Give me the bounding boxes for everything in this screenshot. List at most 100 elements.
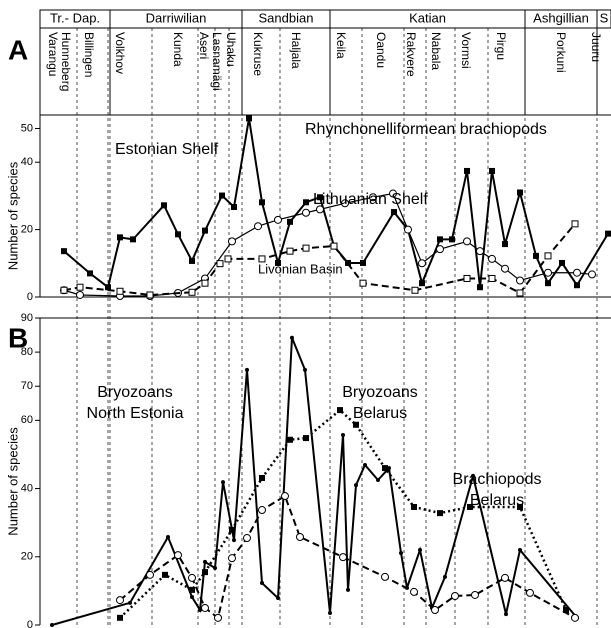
y-tick-label: 20 xyxy=(21,551,33,563)
marker xyxy=(203,559,207,564)
marker xyxy=(303,435,309,442)
marker xyxy=(117,614,123,621)
marker xyxy=(360,259,366,266)
marker xyxy=(87,270,93,277)
marker xyxy=(488,254,496,263)
marker xyxy=(501,264,509,273)
series-label: Bryozoans xyxy=(97,384,173,401)
regional-stage-label: Kunda xyxy=(171,32,185,67)
marker xyxy=(544,252,552,260)
marker xyxy=(354,483,358,488)
marker xyxy=(146,291,154,299)
marker xyxy=(376,478,380,483)
stage-label: Tr.- Dap. xyxy=(50,10,100,25)
y-axis-label: Number of species xyxy=(5,427,20,536)
marker xyxy=(517,189,523,196)
marker xyxy=(61,248,67,255)
marker xyxy=(526,588,534,597)
regional-stage-label: Nabala xyxy=(429,32,443,70)
marker xyxy=(287,436,293,443)
marker xyxy=(202,227,208,234)
series-line xyxy=(63,223,576,296)
marker xyxy=(411,503,417,510)
marker xyxy=(296,532,304,541)
marker xyxy=(189,586,195,593)
marker xyxy=(437,510,443,517)
marker xyxy=(166,534,170,539)
marker xyxy=(341,199,349,208)
y-axis-label: Number of species xyxy=(5,161,20,270)
marker xyxy=(501,573,509,582)
regional-stage-label: Kukruse xyxy=(251,32,265,76)
marker xyxy=(130,236,136,243)
marker xyxy=(290,335,294,340)
regional-stage-label: Juuru xyxy=(589,32,603,62)
marker xyxy=(274,215,282,224)
marker xyxy=(516,276,524,285)
series-label: Belarus xyxy=(353,405,407,422)
marker xyxy=(162,571,168,578)
marker xyxy=(353,421,359,428)
marker xyxy=(287,218,293,225)
marker xyxy=(339,553,347,562)
y-tick-label: 60 xyxy=(21,414,33,426)
marker xyxy=(201,603,209,612)
marker xyxy=(463,274,471,282)
y-tick-label: 0 xyxy=(27,619,33,628)
marker xyxy=(410,587,418,596)
marker xyxy=(451,592,459,601)
marker xyxy=(443,574,447,579)
marker xyxy=(419,280,425,287)
marker xyxy=(116,596,124,605)
marker xyxy=(330,242,338,250)
marker xyxy=(60,286,68,294)
marker xyxy=(369,193,377,202)
marker xyxy=(50,623,54,627)
marker xyxy=(574,282,580,289)
marker xyxy=(275,259,281,266)
marker xyxy=(174,551,182,560)
panel-title: Rhynchonelliformean brachiopods xyxy=(305,121,547,138)
regional-stage-label: Rakvere xyxy=(404,32,418,77)
marker xyxy=(471,473,475,478)
marker xyxy=(260,581,264,586)
marker xyxy=(571,613,579,622)
marker xyxy=(489,167,495,174)
y-tick-label: 0 xyxy=(27,291,33,303)
marker xyxy=(201,279,209,287)
marker xyxy=(431,605,439,614)
marker xyxy=(359,279,367,287)
regional-stage-label: Uhaku xyxy=(224,32,238,67)
marker xyxy=(116,287,124,295)
marker xyxy=(545,280,551,287)
panel-label: B xyxy=(8,322,28,353)
regional-stage-label: Hunneberg xyxy=(59,32,73,91)
series-label: Livonian Basin xyxy=(258,261,343,276)
marker xyxy=(214,613,222,622)
marker xyxy=(328,611,332,616)
series-label: Belarus xyxy=(470,492,524,509)
marker xyxy=(345,259,351,266)
marker xyxy=(381,572,389,581)
marker xyxy=(341,433,345,438)
marker xyxy=(76,290,84,299)
marker xyxy=(259,474,265,481)
marker xyxy=(303,199,309,206)
marker xyxy=(303,367,307,372)
marker xyxy=(504,612,508,617)
marker xyxy=(216,260,224,268)
marker xyxy=(418,547,422,552)
marker xyxy=(404,225,412,234)
y-tick-label: 20 xyxy=(21,223,33,235)
marker xyxy=(259,199,265,206)
regional-stage-label: Billingen xyxy=(82,32,96,77)
marker xyxy=(202,569,208,576)
stage-label: Sandbian xyxy=(259,10,314,25)
marker xyxy=(382,465,388,472)
marker xyxy=(243,534,251,543)
marker xyxy=(516,289,524,297)
regional-stage-label: Haljala xyxy=(289,32,303,69)
marker xyxy=(188,288,196,296)
regional-stage-label: Porkuni xyxy=(554,32,568,73)
